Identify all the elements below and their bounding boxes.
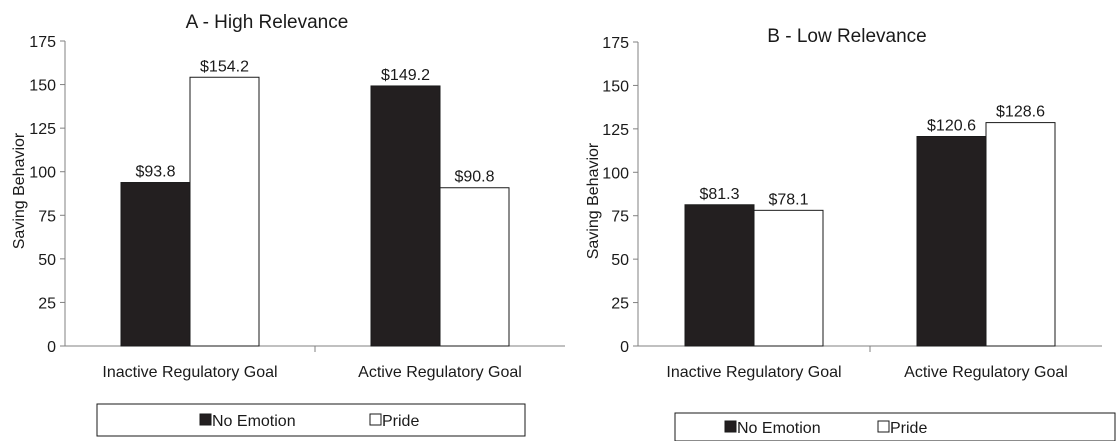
bar-no-emotion xyxy=(120,182,191,347)
bar-no-emotion xyxy=(370,85,441,347)
y-tick-label: 50 xyxy=(38,252,56,269)
data-label: $81.3 xyxy=(699,186,739,203)
legend-marker-no-emotion xyxy=(199,413,212,426)
bar-no-emotion xyxy=(684,204,755,347)
chart-panel-2: B - Low Relevance Saving Behavior 0 25 50 75 1… xyxy=(585,26,1116,441)
data-label: $90.8 xyxy=(454,169,494,186)
y-tick-label: 0 xyxy=(47,339,56,356)
y-tick-label: 25 xyxy=(38,295,56,312)
y-tick-label: 150 xyxy=(602,78,629,95)
bar-no-emotion xyxy=(916,136,987,347)
legend-label-no-emotion: No Emotion xyxy=(737,420,821,437)
data-label: $128.6 xyxy=(996,104,1045,121)
chart-title: B - Low Relevance xyxy=(767,26,926,47)
data-label: $93.8 xyxy=(135,164,175,181)
x-category-label: Active Regulatory Goal xyxy=(904,364,1068,381)
data-label: $78.1 xyxy=(768,191,808,208)
y-tick-label: 50 xyxy=(611,252,629,269)
x-category-label: Inactive Regulatory Goal xyxy=(666,364,841,381)
bar-pride xyxy=(189,76,260,347)
y-tick-label: 125 xyxy=(29,121,56,138)
legend-box xyxy=(674,412,1116,441)
bar-pride xyxy=(985,122,1056,347)
bar-pride xyxy=(439,187,510,347)
y-tick-label: 100 xyxy=(29,165,56,182)
y-tick-label: 100 xyxy=(602,165,629,182)
data-label: $149.2 xyxy=(381,67,430,84)
legend-label-pride: Pride xyxy=(382,413,419,430)
legend-marker-no-emotion xyxy=(724,420,737,433)
legend-label-pride: Pride xyxy=(890,420,927,437)
legend-box xyxy=(96,403,526,437)
y-axis-label: Saving Behavior xyxy=(11,132,28,249)
y-tick-label: 75 xyxy=(611,209,629,226)
legend-label-no-emotion: No Emotion xyxy=(212,413,296,430)
data-label: $154.2 xyxy=(200,58,249,75)
bar-pride xyxy=(753,209,824,347)
legend-marker-pride xyxy=(369,413,382,426)
y-tick-label: 150 xyxy=(29,78,56,95)
chart-title: A - High Relevance xyxy=(186,12,349,33)
y-axis-label: Saving Behavior xyxy=(585,142,602,259)
y-tick-label: 175 xyxy=(602,35,629,52)
y-tick-label: 0 xyxy=(620,339,629,356)
data-label: $120.6 xyxy=(927,118,976,135)
y-tick-label: 175 xyxy=(29,34,56,51)
y-tick-label: 75 xyxy=(38,208,56,225)
y-tick-label: 125 xyxy=(602,122,629,139)
x-category-label: Inactive Regulatory Goal xyxy=(102,364,277,381)
x-category-label: Active Regulatory Goal xyxy=(358,364,522,381)
legend-marker-pride xyxy=(877,420,890,433)
y-tick-label: 25 xyxy=(611,296,629,313)
chart-panel-1: A - High Relevance Saving Behavior 0 25 50 75… xyxy=(11,12,565,437)
